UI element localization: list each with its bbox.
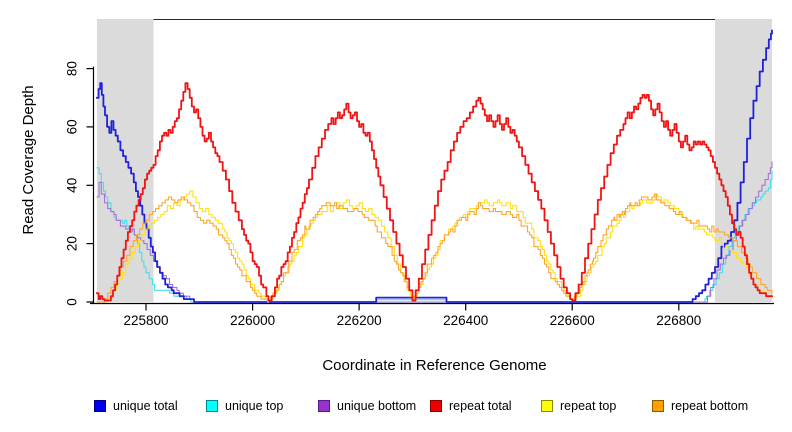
series-line-repeat-total (96, 82, 773, 302)
legend-item-repeat-top: repeat top (541, 398, 616, 413)
legend-swatch-unique-total (94, 399, 106, 412)
plot-area: 225800 226000 226200 226400 226600 226800 0 20 4… (65, 19, 774, 328)
legend-label: unique top (225, 398, 284, 413)
legend-item-unique-bottom: unique bottom (318, 398, 416, 413)
y-tick-label: 60 (65, 119, 80, 134)
legend-swatch-repeat-top (541, 399, 553, 412)
legend-swatch-repeat-bottom (652, 399, 664, 412)
legend-swatch-unique-bottom (318, 399, 330, 412)
x-tick-label: 226600 (550, 313, 595, 328)
legend-label: unique bottom (337, 398, 417, 413)
legend-swatch-unique-top (206, 399, 218, 412)
legend-item-repeat-bottom: repeat bottom (652, 398, 748, 413)
y-axis-label: Read Coverage Depth (20, 85, 37, 235)
x-axis-label: Coordinate in Reference Genome (322, 357, 547, 374)
series-line-repeat-bottom (96, 193, 773, 303)
legend-label: repeat bottom (671, 398, 749, 413)
legend-label: repeat total (449, 398, 512, 413)
legend-item-repeat-total: repeat total (430, 398, 512, 413)
y-tick-label: 20 (65, 236, 80, 251)
x-tick-label: 225800 (123, 313, 168, 328)
legend-label: unique total (113, 398, 178, 413)
legend-swatch-repeat-total (430, 399, 442, 412)
y-tick-label: 80 (65, 61, 80, 76)
y-tick-label: 0 (65, 298, 80, 306)
series-line-unique-total (96, 29, 773, 303)
series-line-unique-top (96, 167, 773, 303)
legend-item-unique-top: unique top (206, 398, 283, 413)
series-line-unique-bottom (96, 161, 773, 303)
x-tick-label: 226000 (230, 313, 275, 328)
y-tick-label: 40 (65, 178, 80, 193)
x-tick-label: 226400 (443, 313, 488, 328)
x-tick-label: 226800 (656, 313, 701, 328)
legend-item-unique-total: unique total (94, 398, 178, 413)
x-tick-label: 226200 (337, 313, 382, 328)
legend-label: repeat top (560, 398, 617, 413)
